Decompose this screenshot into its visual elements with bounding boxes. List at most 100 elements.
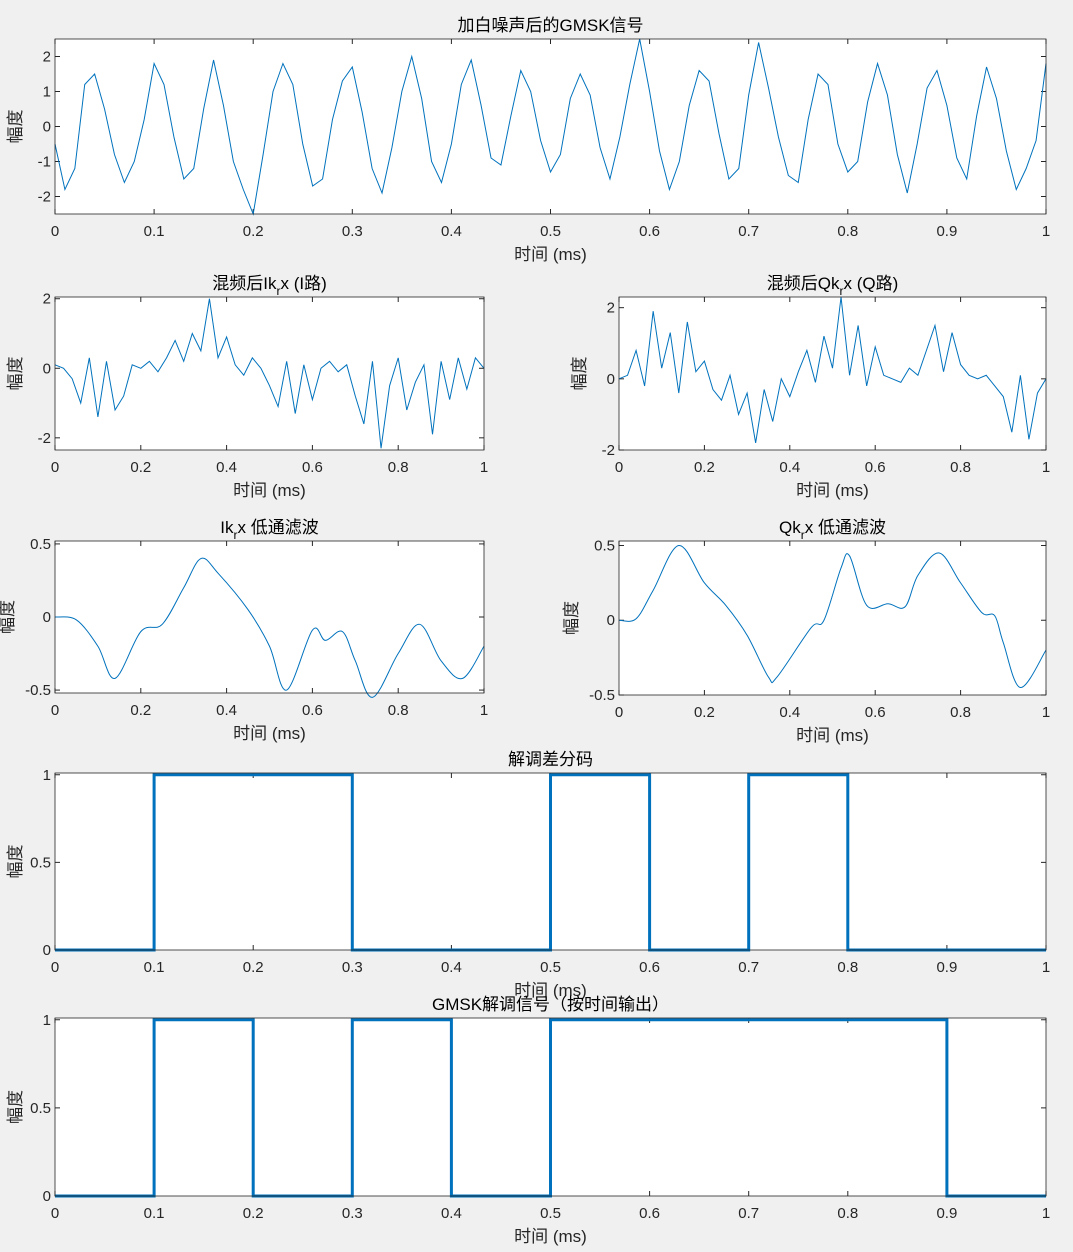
y-tick-label: 0: [607, 612, 615, 629]
x-tick-label: 1: [1042, 223, 1050, 240]
plot-area: [619, 297, 1046, 450]
plot-area: [55, 541, 484, 693]
subplot-noisy: 0 0.1 0.2 0.3 0.4 0.5 0.6 0.7 0.8 0.9 1 -2 -1 0 1 2 加白噪声…: [6, 16, 1050, 264]
y-axis-label: 幅度: [6, 845, 25, 879]
x-tick-label: 0.4: [216, 702, 237, 719]
x-tick-label: 0.3: [342, 223, 363, 240]
x-tick-label: 0.6: [865, 704, 886, 721]
x-tick-label: 0.5: [540, 959, 561, 976]
y-tick-label: 0.5: [30, 536, 51, 553]
y-tick-label: -2: [602, 442, 615, 459]
title-main: Ik: [220, 518, 234, 537]
x-tick-label: 0.4: [216, 459, 237, 476]
x-tick-label: 0.8: [837, 1205, 858, 1222]
x-tick-label: 0.6: [639, 959, 660, 976]
title-post: x (Q路): [843, 274, 898, 293]
series-line: [54, 557, 485, 698]
x-axis-label: 时间 (ms): [796, 726, 869, 745]
x-tick-label: 0: [51, 1205, 59, 1222]
series-line: [618, 296, 1047, 443]
y-axis-label: 幅度: [6, 110, 25, 144]
series-line: [54, 298, 485, 449]
x-tick-label: 0.6: [639, 223, 660, 240]
x-tick-label: 0.6: [302, 702, 323, 719]
x-tick-label: 0.6: [865, 459, 886, 476]
title-subscript: r: [276, 284, 280, 298]
subplot-diff: 0 0.1 0.2 0.3 0.4 0.5 0.6 0.7 0.8 0.9 1 0 0.5 1 解调差分码时…: [6, 750, 1050, 1000]
axes-box: [54, 38, 1047, 215]
y-tick-label: -0.5: [25, 682, 51, 699]
y-tick-label: 2: [43, 291, 51, 308]
x-tick-label: 0.8: [388, 459, 409, 476]
x-tick-label: 0: [51, 459, 59, 476]
x-tick-label: 1: [1042, 959, 1050, 976]
y-tick-label: 0.5: [30, 1100, 51, 1117]
axes-box: [54, 1017, 1047, 1197]
x-tick-label: 0.2: [694, 704, 715, 721]
title-main: Qk: [779, 518, 801, 537]
title-subscript: r: [801, 528, 805, 542]
x-tick-label: 0.8: [950, 704, 971, 721]
x-tick-label: 1: [1042, 459, 1050, 476]
x-tick-label: 0.2: [130, 459, 151, 476]
x-tick-label: 0.4: [779, 459, 800, 476]
x-tick-label: 1: [1042, 1205, 1050, 1222]
y-tick-label: 0: [43, 1188, 51, 1205]
plot-area: [55, 39, 1046, 214]
y-tick-label: 0: [43, 360, 51, 377]
y-tick-label: 1: [43, 767, 51, 784]
y-tick-label: -2: [38, 430, 51, 447]
x-tick-label: 0.2: [243, 223, 264, 240]
x-axis-label: 时间 (ms): [514, 1227, 587, 1246]
title-main: 混频后Ik: [212, 274, 277, 293]
x-tick-label: 0: [615, 459, 623, 476]
x-tick-label: 0: [51, 959, 59, 976]
y-axis-label: 幅度: [6, 357, 25, 391]
x-tick-label: 0.7: [738, 959, 759, 976]
plot-area: [619, 541, 1046, 695]
y-tick-label: 0: [43, 942, 51, 959]
x-tick-label: 0: [615, 704, 623, 721]
x-axis-label: 时间 (ms): [233, 724, 306, 743]
x-tick-label: 0.7: [738, 1205, 759, 1222]
axes-box: [618, 296, 1047, 451]
title-post: x (I路): [280, 274, 326, 293]
title-post: x 低通滤波: [238, 518, 319, 537]
x-tick-label: 0.7: [738, 223, 759, 240]
x-tick-label: 1: [480, 459, 488, 476]
y-axis-label: 幅度: [0, 600, 17, 634]
y-axis-label: 幅度: [570, 357, 589, 391]
x-tick-label: 0.3: [342, 1205, 363, 1222]
y-tick-label: 0: [43, 609, 51, 626]
chart-title: 混频后Qkrx (Q路): [767, 274, 899, 298]
x-tick-label: 0.8: [950, 459, 971, 476]
y-tick-label: 2: [607, 300, 615, 317]
series-line: [618, 544, 1047, 689]
y-axis-label: 幅度: [562, 601, 581, 635]
y-tick-label: 1: [43, 1012, 51, 1029]
y-tick-label: -0.5: [589, 687, 615, 704]
x-tick-label: 0.4: [779, 704, 800, 721]
x-tick-label: 0.8: [837, 959, 858, 976]
x-tick-label: 0.1: [144, 1205, 165, 1222]
x-tick-label: 0.3: [342, 959, 363, 976]
x-tick-label: 0.9: [936, 223, 957, 240]
x-axis-label: 时间 (ms): [514, 981, 587, 1000]
chart-title: 混频后Ikrx (I路): [212, 274, 327, 298]
x-tick-label: 0.4: [441, 959, 462, 976]
x-tick-label: 0.1: [144, 223, 165, 240]
title-main: 解调差分码: [508, 750, 593, 769]
x-tick-label: 0.6: [302, 459, 323, 476]
y-axis-label: 幅度: [6, 1090, 25, 1124]
series-line: [55, 773, 1046, 952]
x-axis-label: 时间 (ms): [796, 481, 869, 500]
title-subscript: r: [234, 528, 238, 542]
y-tick-label: 2: [43, 49, 51, 66]
title-post: x 低通滤波: [805, 518, 886, 537]
chart-title: 解调差分码: [508, 750, 593, 769]
x-tick-label: 0.8: [388, 702, 409, 719]
axes-box: [54, 540, 485, 694]
